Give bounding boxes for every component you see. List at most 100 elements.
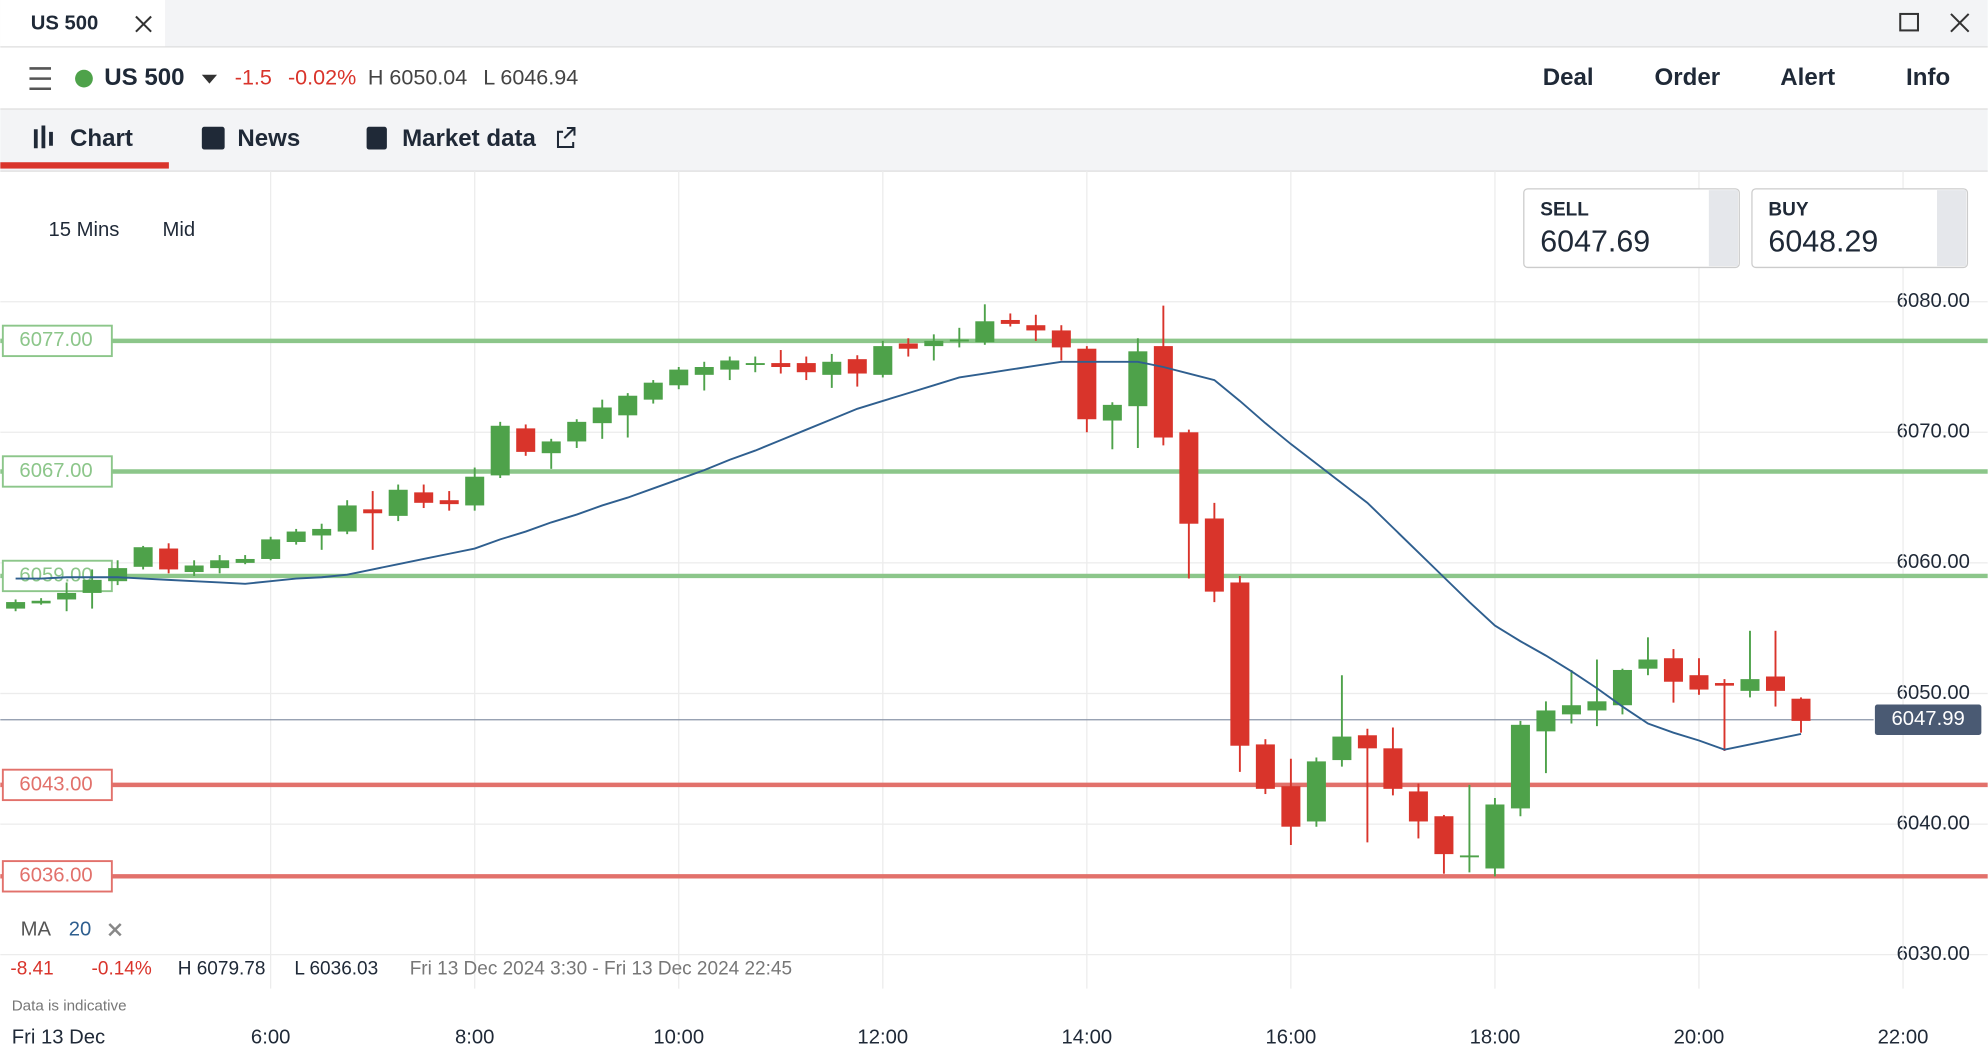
candle-body [235,558,255,563]
candle-body [57,592,77,600]
level-label-box [1,768,113,802]
level-label-box [1,324,113,358]
candle-body [949,339,969,342]
level-label: 6077.00 [19,329,92,351]
dropdown[interactable] [201,74,218,84]
candle-body [898,343,918,349]
candle-body [1281,786,1301,827]
candle-body [1153,346,1173,438]
x-tick-label: 20:00 [1674,1026,1725,1048]
level-label: 6036.00 [19,865,92,887]
candle-body [1026,325,1046,331]
x-tick-label: 12:00 [857,1026,908,1048]
level-label: 6059.00 [19,564,92,586]
candle-body [720,360,740,370]
candle-body [669,369,689,386]
candle-body [465,476,485,506]
buy-price: 6048.29 [1768,224,1878,258]
active-tab-indicator [0,162,169,169]
sell-edge [1708,190,1739,267]
chart-icon [33,125,53,149]
footer-change-pct: -0.14% [92,959,152,980]
candle-body [133,547,153,567]
y-tick-label: 6060.00 [1897,551,1970,573]
maximize[interactable] [1899,12,1919,32]
x-tick-label: 22:00 [1878,1026,1929,1048]
candle-body [286,531,306,542]
sell-button[interactable] [1523,188,1740,269]
candle-body [337,505,357,532]
x-tick-label: 10:00 [653,1026,704,1048]
candle-body [1255,744,1275,789]
low: L 6046.94 [483,65,578,89]
remove-ma[interactable] [108,923,122,937]
candle-body [643,382,663,400]
candle-body [924,340,944,347]
candle-body [1714,683,1734,686]
window-tab[interactable] [0,0,166,47]
price-mode[interactable]: Mid [163,219,196,241]
candle-body [1102,404,1122,421]
close-tab[interactable] [135,15,152,33]
change-pct: -0.02% [288,65,356,89]
candle-body [1485,804,1505,869]
candle-body [847,359,867,374]
ma-name: MA [21,919,52,941]
sell-price: 6047.69 [1540,224,1650,258]
candle-body [388,489,408,516]
level-label: 6043.00 [19,773,92,795]
candle-body [873,346,893,375]
external-icon [556,127,576,149]
candle-body [1000,319,1020,324]
candle-body [1740,679,1760,691]
sell-label: SELL [1540,199,1589,220]
candle-body [1306,761,1326,822]
current-price-label: 6047.99 [1891,708,1964,730]
note: Data is indicative [12,997,127,1014]
ma-period: 20 [69,919,92,941]
level-label-box [1,455,113,488]
current-price-box [1874,704,1982,735]
candle-body [159,548,179,570]
candle-body [210,560,230,569]
tab[interactable]: News [237,125,300,152]
candle-body [1561,705,1581,715]
buy-button[interactable] [1751,188,1969,269]
candle-body [694,366,714,375]
level-label: 6067.00 [19,460,92,482]
action-button[interactable]: Info [1906,64,1950,91]
y-tick-label: 6040.00 [1897,812,1970,834]
interval[interactable]: 15 Mins [48,219,119,241]
action-button[interactable]: Order [1655,64,1721,91]
action-button[interactable]: Deal [1543,64,1594,91]
change: -1.5 [235,65,272,89]
candle-body [1128,351,1148,407]
buy-label: BUY [1768,199,1808,220]
tab[interactable]: Market data [402,125,536,152]
candle-body [1765,676,1785,691]
footer-change: -8.41 [10,959,53,980]
candle-body [1612,669,1632,706]
instrument[interactable]: US 500 [104,64,184,91]
news-icon [201,126,225,150]
footer-low: L 6036.03 [294,959,378,980]
tab[interactable]: Chart [70,125,133,152]
candle-body [592,407,612,424]
y-tick-label: 6070.00 [1897,421,1970,443]
action-button[interactable]: Alert [1780,64,1835,91]
candle-body [618,395,638,416]
level-label-box [1,860,113,893]
candle-body [363,509,383,514]
buy-edge [1936,190,1967,267]
candle-body [1638,659,1658,669]
candle-body [1357,735,1377,749]
menu[interactable] [29,67,52,90]
title-bar [0,0,1988,47]
date: Fri 13 Dec [12,1026,105,1048]
candle-body [414,492,434,503]
close-window[interactable] [1950,13,1970,33]
candle-body [1510,724,1530,809]
candle-body [1408,791,1428,822]
candle-body [312,528,332,536]
